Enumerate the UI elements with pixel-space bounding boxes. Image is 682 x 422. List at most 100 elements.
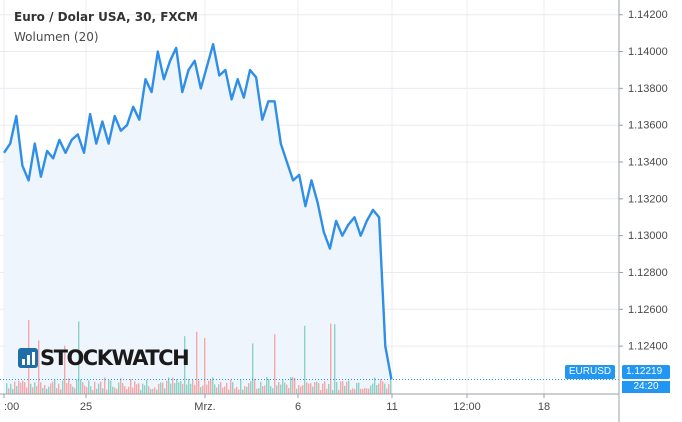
volume-bar [146, 379, 148, 394]
bar-chart-icon [18, 348, 38, 368]
time-tick-label: 6 [295, 401, 301, 413]
volume-bar [246, 386, 248, 394]
volume-bar [174, 383, 176, 394]
volume-bar [290, 377, 292, 394]
volume-bar [152, 388, 154, 394]
volume-bar [98, 383, 100, 394]
volume-bar [260, 381, 262, 394]
volume-bar [180, 381, 182, 394]
volume-bar [84, 385, 86, 394]
volume-bar [240, 379, 242, 394]
volume-bar [182, 383, 184, 394]
bar-countdown-tag: 24:20 [622, 381, 670, 393]
volume-bar [372, 383, 374, 394]
volume-bar [288, 388, 290, 394]
volume-bar [46, 388, 48, 394]
volume-bar [22, 380, 24, 394]
price-tick-label: 1.14200 [628, 9, 668, 21]
volume-bar [90, 386, 92, 394]
price-tick-label: 1.13400 [628, 157, 668, 169]
volume-bar [50, 383, 52, 394]
volume-bar [112, 386, 114, 394]
volume-bar [222, 387, 224, 394]
volume-bar [296, 388, 298, 394]
volume-bar [40, 382, 42, 394]
volume-bar [360, 388, 362, 394]
volume-bar [370, 385, 372, 394]
volume-bar [342, 381, 344, 394]
volume-bar [286, 384, 288, 394]
volume-bar [202, 385, 204, 394]
symbol-legend[interactable]: Euro / Dolar USA, 30, FXCM [14, 10, 198, 24]
volume-bar [280, 384, 282, 394]
volume-bar [200, 387, 202, 394]
volume-bar [64, 345, 66, 394]
volume-bar [208, 380, 210, 394]
price-tick-label: 1.13800 [628, 83, 668, 95]
volume-bar [144, 385, 146, 394]
volume-bar [154, 387, 156, 394]
volume-bar [242, 389, 244, 394]
volume-bar [32, 387, 34, 394]
price-tick-label: 1.14000 [628, 46, 668, 58]
price-tick-label: 1.13000 [628, 230, 668, 242]
volume-bar [72, 386, 74, 394]
volume-bar [94, 381, 96, 394]
volume-bar [178, 382, 180, 394]
volume-bar [324, 381, 326, 394]
time-tick-label: 25 [80, 401, 92, 413]
volume-bar [356, 383, 358, 394]
volume-bar [104, 377, 106, 394]
volume-bar [220, 382, 222, 394]
volume-bar [330, 323, 332, 394]
price-tick-label: 1.12600 [628, 304, 668, 316]
volume-bar [364, 387, 366, 394]
volume-bar [124, 386, 126, 394]
volume-bar [88, 380, 90, 394]
volume-bar [168, 377, 170, 394]
volume-bar [8, 388, 10, 394]
volume-bar [230, 379, 232, 394]
volume-bar [134, 381, 136, 394]
time-tick-label: 12:00 [453, 401, 481, 413]
volume-bar [12, 388, 14, 394]
volume-bar [344, 385, 346, 394]
volume-bar [314, 382, 316, 394]
volume-bar [298, 385, 300, 394]
volume-bar [302, 385, 304, 394]
volume-legend[interactable]: Wolumen (20) [14, 30, 99, 44]
volume-bar [322, 383, 324, 394]
volume-bar [338, 389, 340, 394]
volume-bar [102, 388, 104, 394]
volume-bar [78, 321, 80, 394]
volume-bar [252, 343, 254, 394]
volume-bar [76, 379, 78, 394]
volume-bar [42, 387, 44, 394]
volume-bar [390, 379, 392, 394]
price-line [3, 43, 393, 380]
price-axis[interactable]: 1.14200 1.14000 1.13800 1.13600 1.13400 1.132… [619, 9, 668, 353]
volume-bar [358, 382, 360, 394]
volume-bar [234, 388, 236, 394]
volume-bar [376, 384, 378, 394]
last-price-tag: 1.12219 [622, 365, 670, 379]
volume-bar [116, 388, 118, 394]
volume-bar [268, 378, 270, 394]
volume-bar [380, 379, 382, 394]
volume-bar [26, 387, 28, 394]
volume-bar [216, 387, 218, 394]
volume-bar [366, 388, 368, 394]
volume-bar [310, 383, 312, 394]
volume-bar [196, 331, 198, 394]
volume-bar [278, 382, 280, 394]
volume-bar [140, 389, 142, 394]
volume-bar [206, 384, 208, 394]
time-tick-label: :00 [4, 401, 19, 413]
volume-bar [238, 389, 240, 394]
volume-bar [244, 386, 246, 394]
price-tick-label: 1.13600 [628, 120, 668, 132]
volume-bar [386, 388, 388, 394]
time-axis[interactable]: :00 25 Mrz. 6 11 12:00 18 [3, 394, 550, 413]
volume-bar [198, 380, 200, 394]
